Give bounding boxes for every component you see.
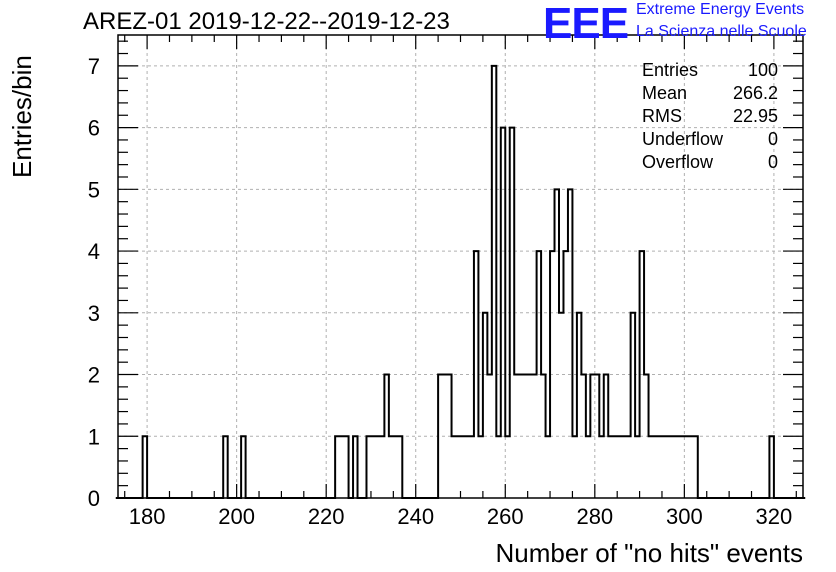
x-tick-label: 220 [308, 504, 345, 529]
y-tick-label: 7 [88, 54, 100, 79]
x-tick-label: 300 [666, 504, 703, 529]
x-tick-label: 200 [218, 504, 255, 529]
stat-rms-label: RMS [642, 106, 682, 126]
x-tick-label: 280 [576, 504, 613, 529]
y-tick-label: 4 [88, 239, 100, 264]
axis-ticks [118, 35, 803, 499]
x-tick-label: 320 [756, 504, 793, 529]
x-axis-label: Number of "no hits" events [496, 538, 804, 568]
stat-mean-value: 266.2 [732, 83, 778, 103]
x-tick-label: 240 [397, 504, 434, 529]
eee-logo: EEE [543, 0, 629, 48]
stat-underflow-label: Underflow [642, 129, 724, 149]
stat-mean-label: Mean [642, 83, 688, 103]
histogram-outline [115, 64, 806, 499]
stat-underflow-value: 0 [767, 129, 778, 149]
chart-title: AREZ-01 2019-12-22--2019-12-23 [83, 8, 450, 35]
stat-overflow-value: 0 [767, 152, 778, 172]
grid-lines [118, 35, 803, 498]
y-tick-label: 1 [88, 424, 100, 449]
y-tick-label: 6 [88, 116, 100, 141]
stat-rms-value: 22.95 [732, 106, 778, 126]
stat-entries-value: 100 [747, 60, 778, 80]
y-tick-label: 0 [88, 486, 100, 511]
org-name-line2: La Scienza nelle Scuole [636, 23, 807, 40]
x-tick-label: 180 [129, 504, 166, 529]
stat-overflow-label: Overflow [642, 152, 714, 172]
plot-frame [117, 34, 804, 499]
tick-labels: 180 200 220 240 260 280 300 320 0 1 2 3 4 5 6 7 [88, 54, 793, 529]
y-axis-label: Entries/bin [7, 55, 37, 178]
org-name-line1: Extreme Energy Events [636, 1, 805, 18]
y-tick-label: 5 [88, 177, 100, 202]
x-tick-label: 260 [487, 504, 524, 529]
y-tick-label: 2 [88, 363, 100, 388]
stat-entries-label: Entries [642, 60, 699, 80]
y-tick-label: 3 [88, 301, 100, 326]
